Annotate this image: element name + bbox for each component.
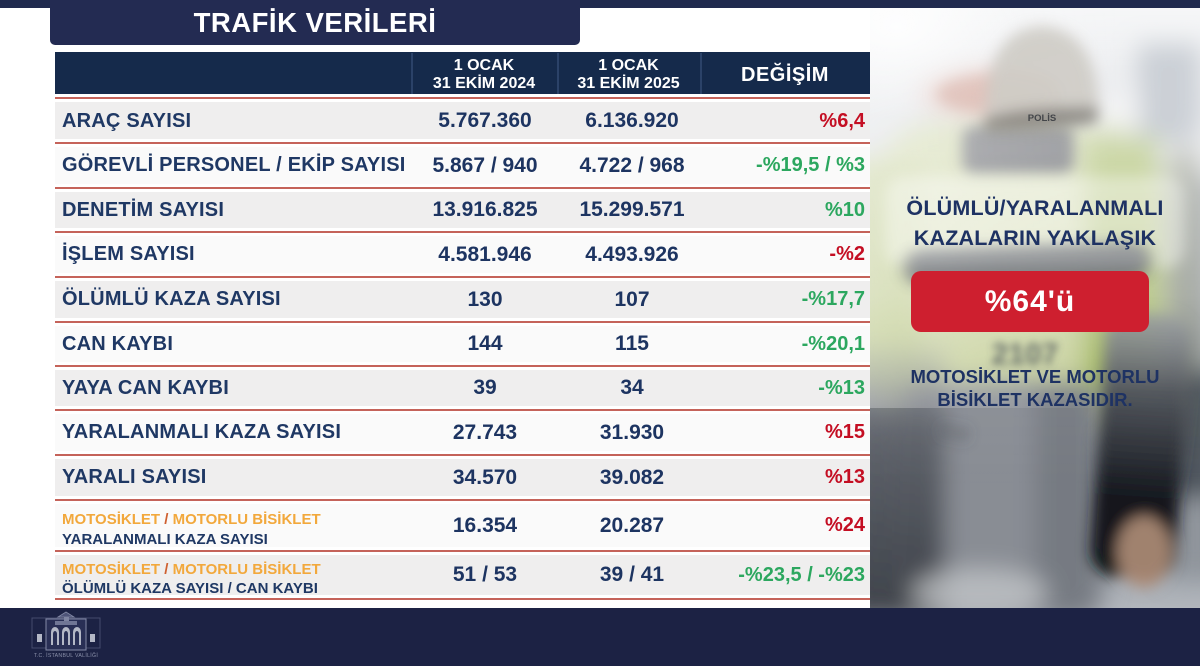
svg-text:2107: 2107	[992, 338, 1059, 371]
svg-text:T.C. İSTANBUL VALİLİĞİ: T.C. İSTANBUL VALİLİĞİ	[34, 652, 98, 659]
svg-text:POLİS: POLİS	[1028, 113, 1057, 124]
